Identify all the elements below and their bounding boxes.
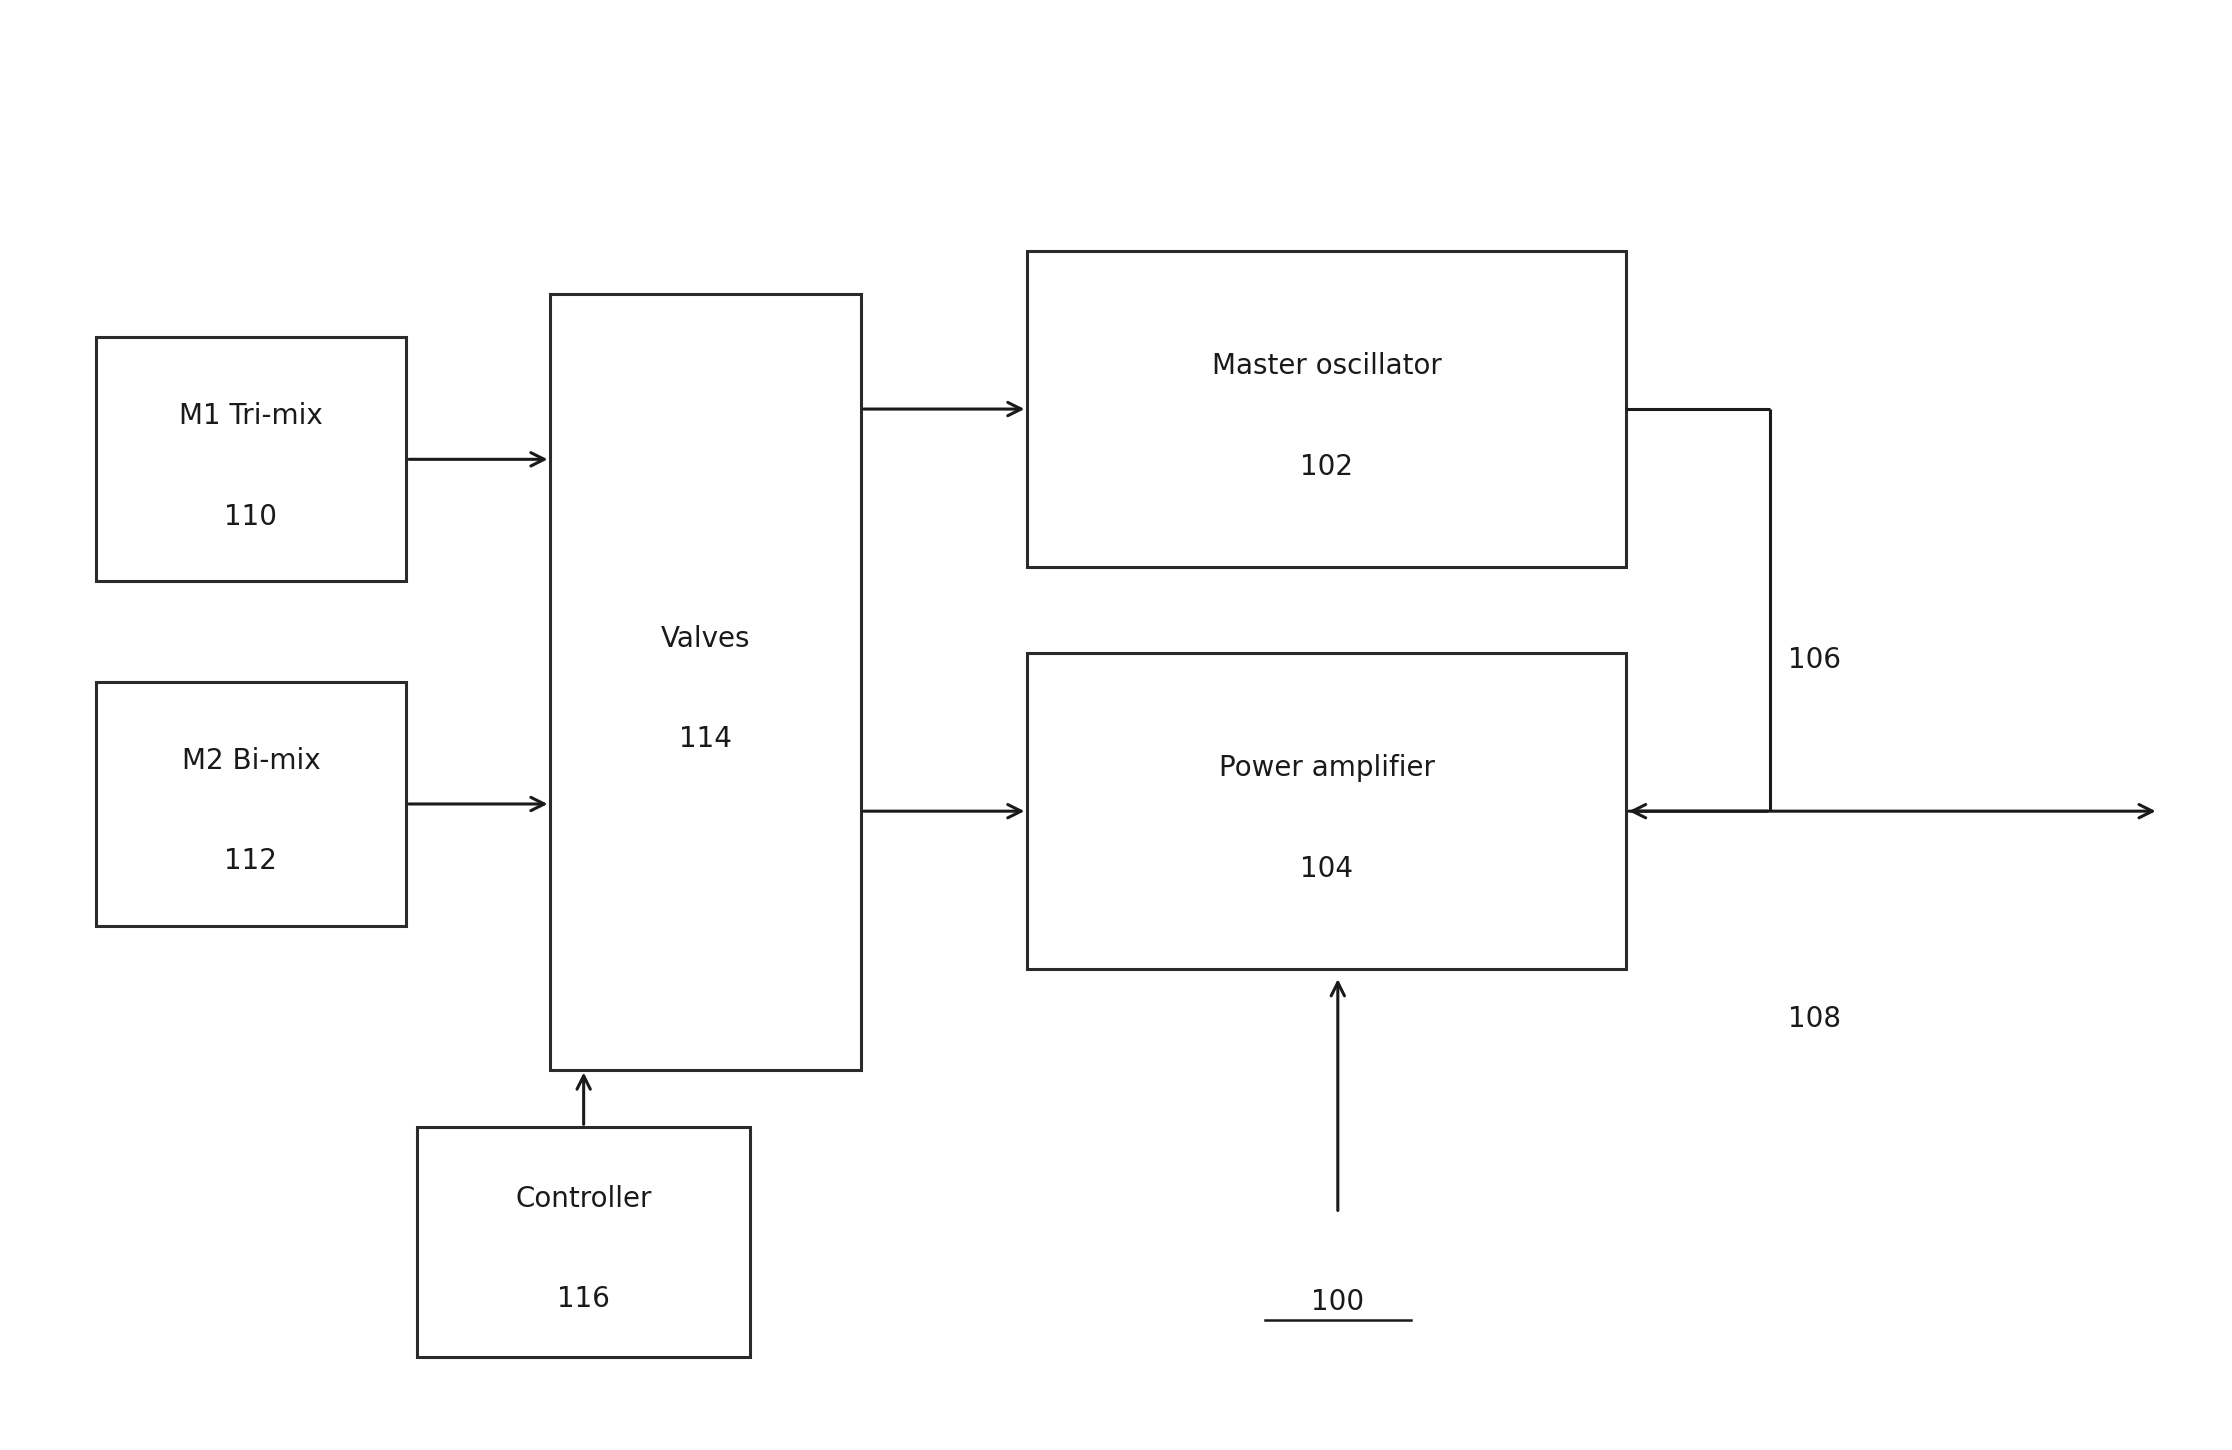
- Bar: [1027, 652, 1627, 969]
- Bar: [1027, 251, 1627, 567]
- Text: M2 Bi-mix: M2 Bi-mix: [181, 747, 319, 774]
- Bar: [551, 294, 862, 1070]
- Text: M1 Tri-mix: M1 Tri-mix: [179, 402, 324, 431]
- Bar: [417, 1127, 750, 1357]
- Text: 108: 108: [1788, 1005, 1841, 1034]
- Text: 116: 116: [558, 1286, 609, 1314]
- Text: Power amplifier: Power amplifier: [1219, 754, 1435, 782]
- Text: 104: 104: [1301, 854, 1353, 883]
- Text: Valves: Valves: [661, 625, 750, 653]
- Text: Master oscillator: Master oscillator: [1212, 352, 1442, 380]
- Bar: [96, 682, 406, 927]
- Text: 106: 106: [1788, 647, 1841, 674]
- Text: 114: 114: [679, 725, 732, 754]
- Bar: [96, 338, 406, 581]
- Text: Controller: Controller: [516, 1185, 652, 1212]
- Text: 102: 102: [1301, 452, 1353, 480]
- Text: 112: 112: [225, 847, 277, 876]
- Text: 110: 110: [225, 503, 277, 531]
- Text: 100: 100: [1310, 1288, 1364, 1317]
